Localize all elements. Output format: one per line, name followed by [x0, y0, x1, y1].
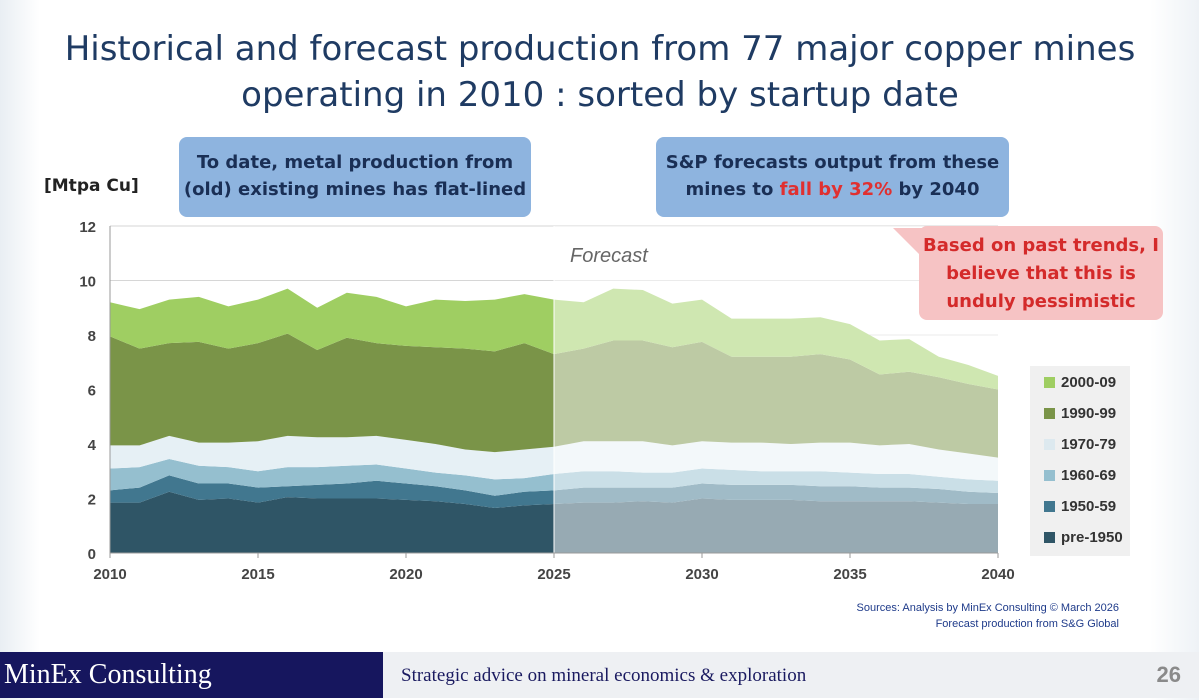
callout-forecast-fall: S&P forecasts output from these mines to… — [656, 137, 1009, 217]
y-tick-label: 12 — [79, 219, 96, 236]
y-axis-unit-label: [Mtpa Cu] — [44, 176, 139, 196]
callout-pink-line-3: unduly pessimistic — [946, 291, 1136, 312]
title-line-2: operating in 2010 : sorted by startup da… — [241, 75, 959, 115]
legend-label: pre-1950 — [1061, 529, 1123, 546]
x-tick-label: 2020 — [389, 566, 422, 583]
sources-line-1: Sources: Analysis by MinEx Consulting © … — [856, 602, 1119, 614]
title-line-1: Historical and forecast production from … — [64, 29, 1136, 69]
page-number: 26 — [1156, 662, 1181, 687]
footer-bar: Strategic advice on mineral economics & … — [383, 652, 1199, 698]
legend-item: 1960-69 — [1044, 467, 1116, 484]
y-tick-label: 2 — [88, 492, 96, 509]
forecast-label: Forecast — [570, 245, 649, 267]
x-tick-label: 2040 — [981, 566, 1014, 583]
legend-swatch — [1044, 532, 1055, 543]
callout-pink-line-1: Based on past trends, I — [923, 235, 1159, 256]
footer-tagline: Strategic advice on mineral economics & … — [401, 665, 807, 686]
legend-label: 1970-79 — [1061, 436, 1117, 453]
callout-opinion: Based on past trends, I believe that thi… — [893, 226, 1163, 320]
chart-legend: 2000-09 1990-99 1970-79 1960-69 1950-59 pre-1… — [1030, 366, 1130, 556]
sources-note: Sources: Analysis by MinEx Consulting © … — [857, 600, 1119, 632]
axis-layer: 0 2 4 6 8 10 12 2010 2015 2020 2025 2030 2035 2040 — [79, 219, 1014, 583]
legend-item: 1950-59 — [1044, 498, 1116, 515]
callout-left-line-1: To date, metal production from — [196, 152, 514, 173]
legend-item: 1970-79 — [1044, 436, 1116, 453]
legend-label: 2000-09 — [1061, 374, 1117, 391]
y-tick-label: 6 — [88, 383, 96, 400]
legend-item: 2000-09 — [1044, 374, 1116, 391]
legend-label: 1950-59 — [1061, 498, 1117, 515]
y-tick-label: 10 — [79, 274, 96, 291]
y-tick-label: 4 — [88, 437, 97, 454]
x-tick-label: 2025 — [537, 566, 570, 583]
legend-swatch — [1044, 501, 1055, 512]
legend-item: pre-1950 — [1044, 529, 1123, 546]
legend-item: 1990-99 — [1044, 405, 1116, 422]
callout-left-line-2: (old) existing mines has flat-lined — [183, 179, 527, 200]
callout-flatlined: To date, metal production from (old) exi… — [179, 137, 531, 217]
x-tick-label: 2010 — [93, 566, 126, 583]
legend-swatch — [1044, 470, 1055, 481]
callout-right-post: by 2040 — [892, 179, 980, 200]
x-tick-label: 2035 — [833, 566, 866, 583]
callout-pink-line-2: believe that this is — [946, 263, 1136, 284]
sources-line-2: Forecast production from S&G Global — [935, 618, 1119, 630]
footer-brand: MinEx Consulting — [0, 652, 383, 698]
legend-label: 1990-99 — [1061, 405, 1117, 422]
legend-swatch — [1044, 439, 1055, 450]
callout-right-line-1: S&P forecasts output from these — [665, 152, 1000, 173]
callout-right-highlight: fall by 32% — [779, 179, 893, 200]
y-tick-label: 8 — [88, 328, 96, 345]
legend-label: 1960-69 — [1061, 467, 1117, 484]
callout-right-line-2: mines to fall by 32% by 2040 — [656, 176, 1009, 203]
legend-swatch — [1044, 408, 1055, 419]
y-tick-label: 0 — [88, 546, 96, 563]
page-title: Historical and forecast production from … — [40, 26, 1160, 118]
legend-swatch — [1044, 377, 1055, 388]
callout-opinion-tail — [893, 228, 923, 258]
callout-right-pre: mines to — [685, 179, 780, 200]
x-tick-label: 2030 — [685, 566, 718, 583]
x-tick-label: 2015 — [241, 566, 274, 583]
